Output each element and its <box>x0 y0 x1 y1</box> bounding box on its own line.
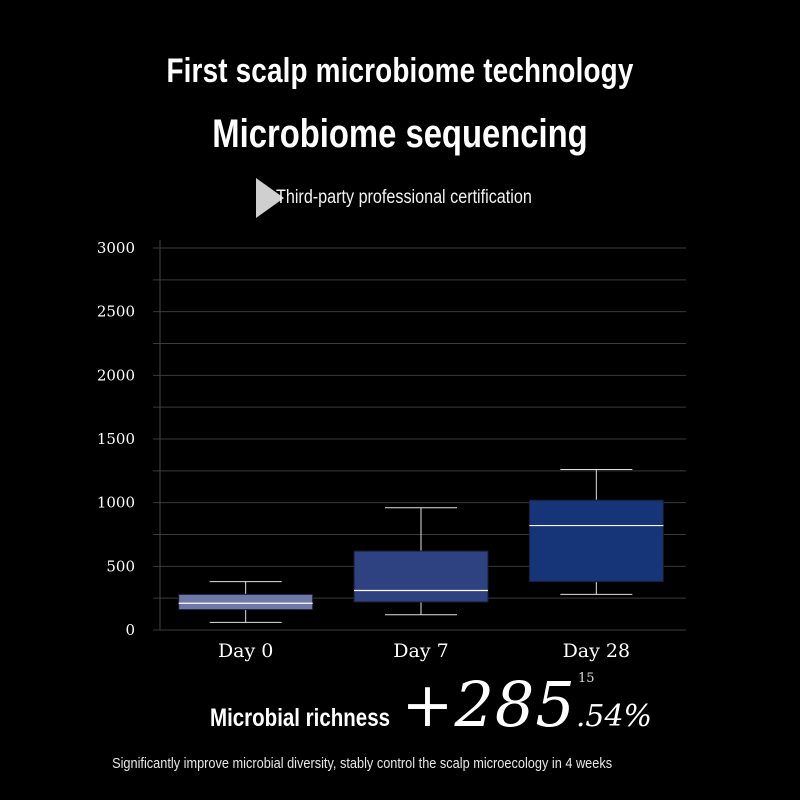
microbial-richness-result: Microbial richness +285 .54% <box>210 668 652 741</box>
certification-badge: Third-party professional certification <box>256 178 577 218</box>
y-tick-label: 500 <box>106 557 135 575</box>
x-category-label: Day 0 <box>218 640 273 662</box>
page-subtitle: Microbiome sequencing <box>212 112 588 156</box>
y-tick-label: 2500 <box>97 303 135 321</box>
y-tick-label: 1000 <box>97 494 135 512</box>
richness-value: +285 <box>401 668 576 741</box>
richness-decimal: .54% <box>575 699 653 734</box>
richness-footnote: 15 <box>578 671 595 686</box>
y-tick-label: 1500 <box>97 430 135 448</box>
arrow-marker-icon <box>256 178 284 218</box>
x-category-label: Day 28 <box>563 640 631 662</box>
box <box>528 499 664 583</box>
richness-label: Microbial richness <box>210 704 391 732</box>
box <box>353 550 489 603</box>
certification-label: Third-party professional certification <box>276 187 532 208</box>
box <box>178 593 314 611</box>
y-tick-label: 2000 <box>97 366 135 384</box>
x-category-label: Day 7 <box>393 640 448 662</box>
footer-caption: Significantly improve microbial diversit… <box>112 755 613 772</box>
page-title: First scalp microbiome technology <box>166 52 634 90</box>
y-tick-label: 3000 <box>97 239 135 257</box>
y-tick-label: 0 <box>125 621 135 639</box>
